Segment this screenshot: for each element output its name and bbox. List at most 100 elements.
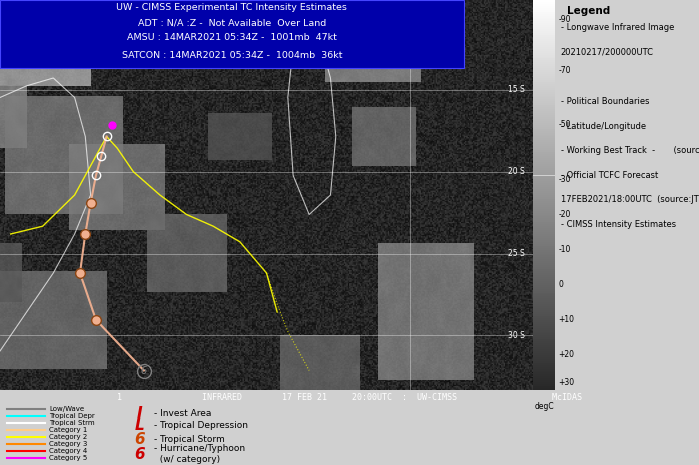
Bar <box>533 361 555 363</box>
Bar <box>533 279 555 281</box>
Bar <box>533 64 555 66</box>
Bar <box>533 238 555 240</box>
Bar <box>533 226 555 228</box>
Bar <box>533 57 555 59</box>
Text: I: I <box>137 405 143 421</box>
Bar <box>533 207 555 209</box>
Bar <box>533 246 555 248</box>
Bar <box>533 294 555 296</box>
Bar <box>533 158 555 160</box>
Bar <box>533 26 555 27</box>
Bar <box>533 289 555 291</box>
Bar <box>533 267 555 269</box>
Bar <box>533 250 555 252</box>
Bar <box>533 125 555 127</box>
Bar <box>533 35 555 37</box>
Bar <box>533 178 555 179</box>
Bar <box>533 232 555 234</box>
Bar <box>533 222 555 224</box>
Bar <box>533 53 555 54</box>
Bar <box>533 234 555 236</box>
Text: 20210217/200000UTC: 20210217/200000UTC <box>561 48 654 57</box>
Bar <box>533 31 555 33</box>
Text: 15 S: 15 S <box>508 85 525 94</box>
Bar <box>533 365 555 366</box>
Bar <box>533 345 555 347</box>
Bar <box>533 86 555 88</box>
Bar <box>533 166 555 168</box>
Text: 20 S: 20 S <box>508 167 525 176</box>
Text: ADT : N/A :Z -  Not Available  Over Land: ADT : N/A :Z - Not Available Over Land <box>138 18 326 27</box>
Bar <box>533 372 555 374</box>
Text: Legend: Legend <box>566 6 610 16</box>
Bar <box>533 322 555 324</box>
Text: -90: -90 <box>559 15 571 24</box>
Bar <box>533 37 555 39</box>
Bar <box>533 220 555 222</box>
Bar <box>533 306 555 308</box>
Bar <box>533 326 555 328</box>
Bar <box>533 259 555 261</box>
Bar <box>533 244 555 246</box>
Bar <box>533 2 555 4</box>
Bar <box>533 95 555 98</box>
Text: 0: 0 <box>559 280 563 289</box>
Bar <box>533 173 555 175</box>
Bar <box>533 382 555 384</box>
Bar <box>533 43 555 45</box>
Bar <box>533 164 555 166</box>
Bar <box>533 273 555 275</box>
Bar <box>533 162 555 164</box>
Bar <box>533 371 555 372</box>
Bar <box>533 310 555 312</box>
Text: CIMSS: CIMSS <box>437 27 459 33</box>
Bar <box>533 68 555 70</box>
Bar <box>533 333 555 335</box>
Bar <box>533 283 555 285</box>
Bar <box>533 302 555 304</box>
Bar <box>533 296 555 299</box>
Text: - Longwave Infrared Image: - Longwave Infrared Image <box>561 23 674 33</box>
Bar <box>533 353 555 355</box>
Bar <box>533 316 555 318</box>
Bar <box>533 39 555 41</box>
Bar <box>533 66 555 68</box>
Bar <box>533 214 555 216</box>
Bar <box>533 312 555 314</box>
Bar <box>533 47 555 49</box>
Bar <box>533 172 555 173</box>
Bar <box>533 286 555 289</box>
Bar <box>533 197 555 199</box>
Bar <box>533 51 555 53</box>
Bar <box>533 140 555 142</box>
Text: 6: 6 <box>140 365 147 376</box>
Text: Low/Wave: Low/Wave <box>49 406 84 412</box>
Bar <box>533 230 555 232</box>
Bar <box>533 201 555 203</box>
Text: 45E: 45E <box>16 8 31 17</box>
Bar <box>533 84 555 86</box>
Text: degC: degC <box>534 402 554 411</box>
Bar <box>533 168 555 170</box>
Bar <box>533 374 555 376</box>
Text: Category 1: Category 1 <box>49 427 87 433</box>
Text: Tropical Strm: Tropical Strm <box>49 420 94 426</box>
Bar <box>533 33 555 35</box>
Bar <box>533 156 555 158</box>
Bar <box>533 332 555 333</box>
Text: Category 3: Category 3 <box>49 441 87 447</box>
Text: - Tropical Depression: - Tropical Depression <box>154 421 247 430</box>
Text: Tropical Depr: Tropical Depr <box>49 413 94 419</box>
Bar <box>533 23 555 26</box>
Bar <box>533 203 555 205</box>
Bar <box>533 134 555 137</box>
Bar <box>533 380 555 382</box>
Bar <box>533 228 555 230</box>
Bar <box>533 117 555 119</box>
Text: -50: -50 <box>559 120 571 129</box>
Bar <box>533 107 555 109</box>
Bar <box>533 343 555 345</box>
Bar <box>533 341 555 343</box>
Bar <box>533 27 555 29</box>
Bar <box>533 205 555 207</box>
